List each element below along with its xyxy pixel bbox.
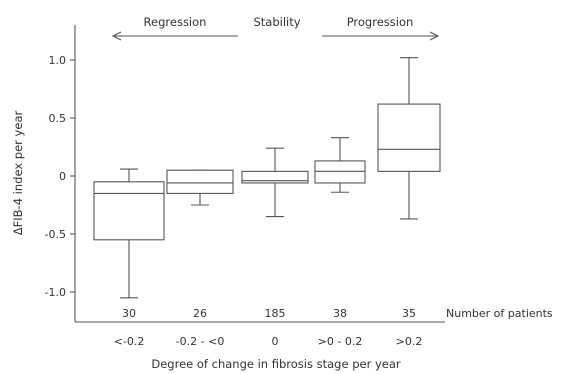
- x-category-label: 0: [272, 335, 279, 348]
- stability-label: Stability: [253, 15, 300, 29]
- x-axis-title: Degree of change in fibrosis stage per y…: [151, 357, 401, 371]
- patient-count: 30: [122, 307, 136, 320]
- annotations: Regression Stability Progression: [111, 15, 440, 41]
- y-axis-title: ΔFIB-4 index per year: [11, 111, 25, 236]
- progression-arrowhead: [429, 31, 440, 41]
- box-plot: [166, 169, 234, 206]
- box-iqr: [241, 170, 309, 184]
- box-plot: [377, 57, 441, 220]
- y-tick-label: 0.5: [49, 112, 67, 125]
- labels: ΔFIB-4 index per year 30 26 185 38 35 Number o…: [11, 111, 553, 371]
- patient-count: 38: [333, 307, 347, 320]
- regression-arrowhead: [111, 31, 122, 41]
- box-iqr: [93, 181, 165, 241]
- patient-count: 185: [265, 307, 286, 320]
- x-category-label: >0 - 0.2: [318, 335, 363, 348]
- x-category-label: >0.2: [396, 335, 423, 348]
- x-category-label: <-0.2: [114, 335, 145, 348]
- box-plot: [93, 168, 165, 299]
- box-iqr: [314, 160, 366, 184]
- y-tick-label: 1.0: [49, 54, 67, 67]
- progression-label: Progression: [347, 15, 414, 29]
- y-tick-label: 0: [59, 170, 66, 183]
- y-tick-label: -0.5: [45, 228, 66, 241]
- patient-count: 35: [402, 307, 416, 320]
- y-tick-label: -1.0: [45, 286, 66, 299]
- box-iqr: [166, 169, 234, 194]
- box-plot: [314, 137, 366, 193]
- regression-label: Regression: [144, 15, 207, 29]
- patient-count: 26: [193, 307, 207, 320]
- x-category-label: -0.2 - <0: [176, 335, 225, 348]
- axes: 1.0 0.5 0 -0.5 -1.0: [45, 25, 445, 323]
- boxes: [93, 57, 441, 299]
- box-plot: [241, 147, 309, 218]
- box-iqr: [377, 103, 441, 172]
- patient-count-label: Number of patients: [446, 307, 553, 320]
